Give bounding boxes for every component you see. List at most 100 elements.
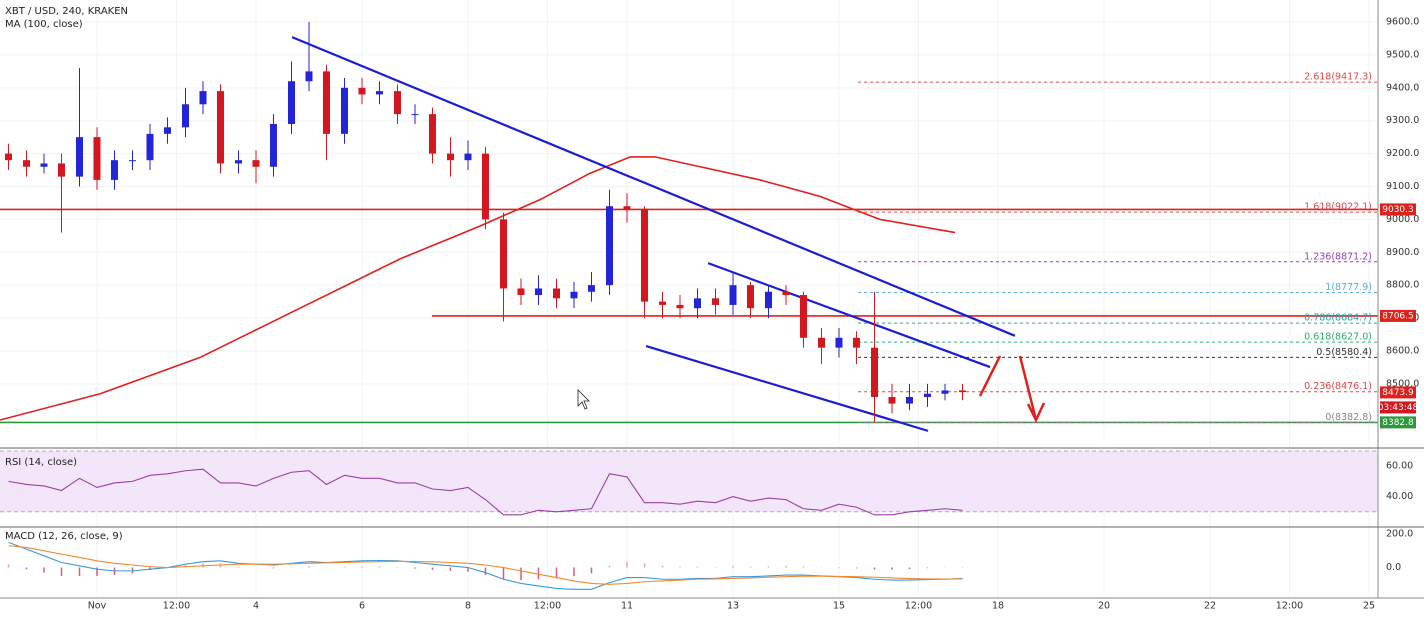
y-tick-label: 9200.0 xyxy=(1386,148,1419,159)
macd-histogram-bar xyxy=(626,561,628,568)
candle-body xyxy=(481,153,489,220)
trendline xyxy=(707,262,991,369)
macd-histogram-bar xyxy=(573,567,575,576)
candle-body xyxy=(93,137,101,180)
candle-body xyxy=(288,81,295,125)
candle-body xyxy=(888,397,896,404)
macd-histogram-bar xyxy=(679,566,681,568)
trendline xyxy=(645,344,929,432)
price-tag-label: 9030.3 xyxy=(1382,205,1414,215)
candle-body xyxy=(40,163,48,167)
candle-body xyxy=(216,91,224,164)
candle-body xyxy=(500,219,507,289)
candle-body xyxy=(447,153,454,161)
candle-body xyxy=(640,209,648,302)
plot-layer: 2.618(9417.3) 1.618(9022.1) 1.236(8871.2) 1… xyxy=(0,0,1378,598)
candle-body xyxy=(394,91,401,115)
macd-histogram-bar xyxy=(520,567,522,581)
macd-histogram-bar xyxy=(7,564,10,568)
macd-histogram-bar xyxy=(661,565,664,568)
price-tag xyxy=(1380,203,1416,216)
candle-body xyxy=(146,133,154,161)
fib-label: 0.5(8580.4) xyxy=(1316,347,1372,358)
candle-body xyxy=(235,160,242,164)
y-tick-label: 9400.0 xyxy=(1386,82,1419,93)
macd-histogram-bar xyxy=(308,565,310,568)
macd-histogram-bar xyxy=(343,566,346,568)
candle-body xyxy=(799,295,807,338)
macd-histogram-bar xyxy=(873,567,876,570)
price-tag-label: 8706.5 xyxy=(1382,311,1414,321)
fib-label: 2.618(9417.3) xyxy=(1304,72,1372,83)
candle-body xyxy=(693,298,701,309)
macd-histogram-bar xyxy=(414,567,416,569)
macd-histogram-bar xyxy=(484,567,487,576)
macd-tick-label: 0.0 xyxy=(1386,562,1401,573)
candle-body xyxy=(341,87,348,134)
macd-histogram-bar xyxy=(696,566,699,568)
rsi-tick-label: 40.00 xyxy=(1386,491,1413,502)
macd-histogram-bar xyxy=(502,567,505,580)
candle-body xyxy=(553,288,560,299)
macd-histogram-bar xyxy=(537,567,540,580)
macd-histogram-bar xyxy=(555,567,558,579)
macd-histogram-bar xyxy=(290,567,293,568)
macd-histogram-bar xyxy=(396,567,399,568)
macd-histogram-bar xyxy=(714,567,717,568)
macd-histogram-bar xyxy=(926,567,929,569)
macd-histogram-bar xyxy=(608,565,611,568)
macd-histogram-bar xyxy=(732,565,734,568)
candle-body xyxy=(464,153,472,161)
candle-body xyxy=(818,337,825,348)
macd-histogram-bar xyxy=(449,567,452,571)
candle-body xyxy=(269,124,277,167)
y-tick-label: 9500.0 xyxy=(1386,49,1419,60)
candle-body xyxy=(428,114,436,154)
y-tick-label: 8500.0 xyxy=(1386,378,1419,389)
rsi-line xyxy=(8,468,963,516)
x-tick-label: Nov xyxy=(88,601,107,612)
macd-histogram-bar xyxy=(749,566,752,568)
candle-body xyxy=(587,285,595,292)
candle-body xyxy=(57,163,65,177)
fib-label: 1(8777.9) xyxy=(1325,282,1372,293)
macd-histogram-bar xyxy=(802,566,805,568)
macd-histogram-bar xyxy=(785,565,787,568)
fib-label: 0.236(8476.1) xyxy=(1304,381,1372,392)
price-tag xyxy=(1380,386,1416,399)
x-tick-label: 20 xyxy=(1098,601,1110,612)
y-tick-label: 9600.0 xyxy=(1386,17,1419,28)
signal-line xyxy=(8,545,963,585)
candle-body xyxy=(534,288,542,296)
y-tick-label: 9000.0 xyxy=(1386,214,1419,225)
macd-histogram-bar xyxy=(431,567,434,570)
ma-legend: MA (100, close) xyxy=(5,19,83,30)
candle-body xyxy=(252,160,260,167)
macd-histogram-bar xyxy=(467,567,469,572)
x-tick-label: 18 xyxy=(992,601,1004,612)
candle-body xyxy=(182,104,189,128)
macd-histogram-bar xyxy=(378,566,381,568)
candle-body xyxy=(712,298,719,305)
candle-body xyxy=(375,91,383,95)
price-tag xyxy=(1380,309,1416,322)
candle-body xyxy=(305,71,313,82)
fib-label: 0(8382.8) xyxy=(1325,412,1372,423)
rsi-tick-label: 60.00 xyxy=(1386,461,1413,472)
candle-body xyxy=(676,304,684,309)
macd-histogram-bar xyxy=(643,563,646,568)
y-tick-label: 8900.0 xyxy=(1386,247,1419,258)
candle-body xyxy=(623,206,631,210)
price-tag xyxy=(1380,416,1416,429)
countdown-label: 03:43:48 xyxy=(1378,403,1419,413)
x-tick-label: 11 xyxy=(621,601,633,612)
candle-body xyxy=(322,71,330,134)
candle-body xyxy=(163,127,171,134)
fib-label: 0.618(8627.0) xyxy=(1304,332,1372,343)
candle-body xyxy=(765,291,772,309)
x-tick-label: 4 xyxy=(253,601,259,612)
x-tick-label: 22 xyxy=(1204,601,1216,612)
x-tick-label: 13 xyxy=(727,601,739,612)
